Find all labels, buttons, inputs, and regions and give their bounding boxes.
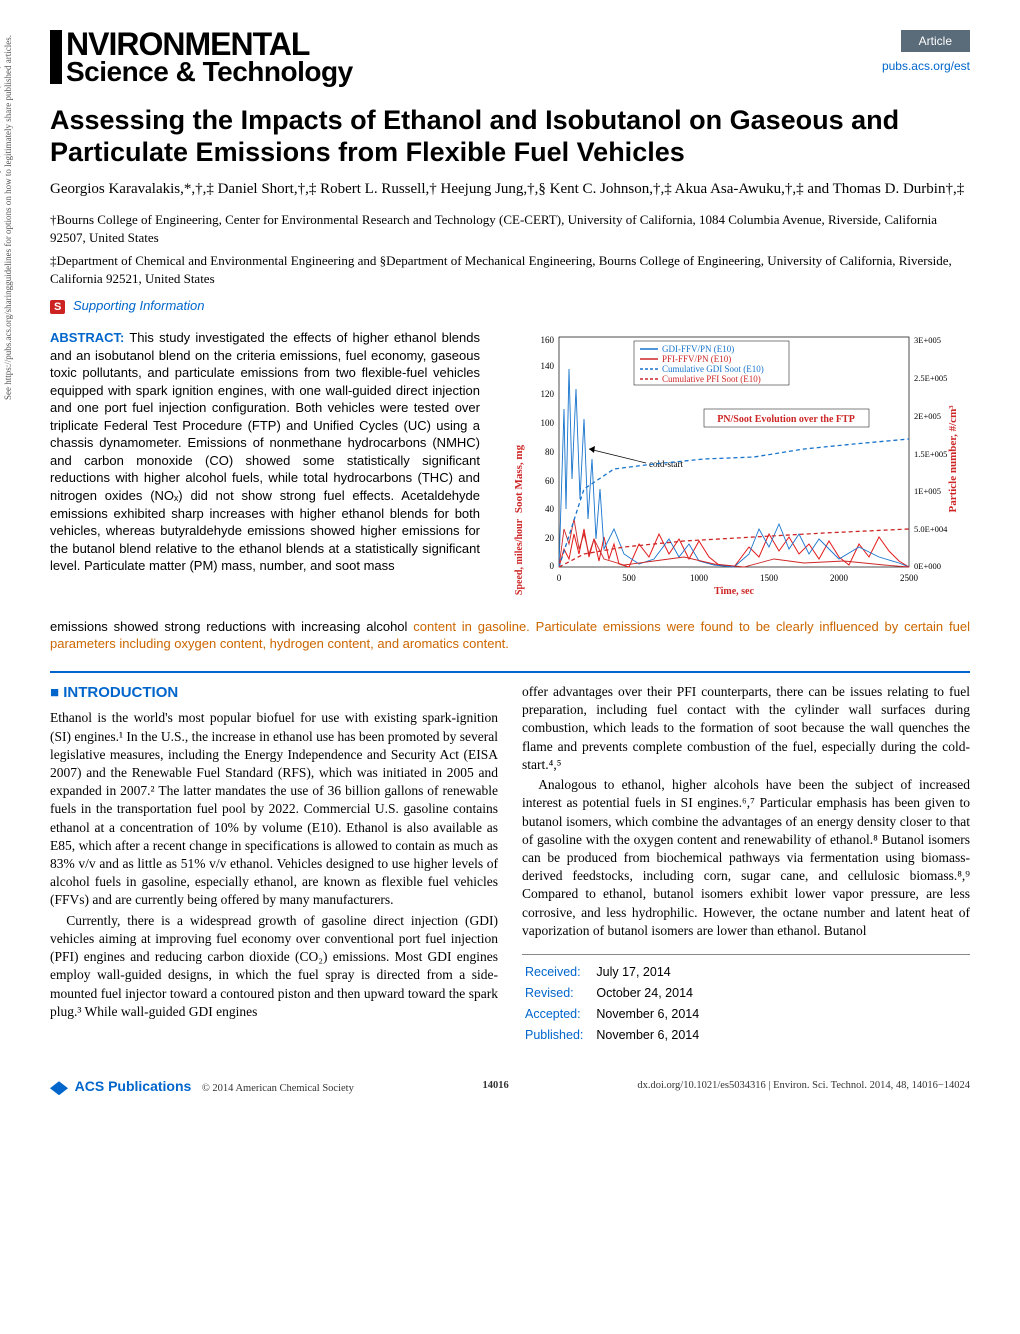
svg-text:2E+005: 2E+005 <box>914 411 941 421</box>
citation-text: dx.doi.org/10.1021/es5034316 | Environ. … <box>637 1079 970 1093</box>
intro-para-1: Ethanol is the world's most popular biof… <box>50 709 498 909</box>
abstract-continuation: emissions showed strong reductions with … <box>50 618 970 653</box>
acs-publications-label: ACS Publications <box>75 1078 192 1094</box>
abstract-body-left: This study investigated the effects of h… <box>50 330 480 573</box>
svg-text:1500: 1500 <box>760 573 779 583</box>
intro-heading: INTRODUCTION <box>50 683 498 703</box>
svg-text:500: 500 <box>622 573 636 583</box>
intro-para-3: offer advantages over their PFI counterp… <box>522 683 970 774</box>
received-value: July 17, 2014 <box>595 963 700 982</box>
published-label: Published: <box>524 1026 593 1045</box>
body-column-left: INTRODUCTION Ethanol is the world's most… <box>50 683 498 1047</box>
svg-text:GDI-FFV/PN (E10): GDI-FFV/PN (E10) <box>662 344 734 354</box>
abstract-text: ABSTRACT: This study investigated the ef… <box>50 329 480 606</box>
svg-text:1E+005: 1E+005 <box>914 486 941 496</box>
copyright-text: © 2014 American Chemical Society <box>202 1083 354 1094</box>
svg-text:cold-start: cold-start <box>649 459 683 469</box>
svg-text:PN/Soot Evolution over the FTP: PN/Soot Evolution over the FTP <box>717 414 855 425</box>
svg-text:100: 100 <box>541 418 555 428</box>
revised-value: October 24, 2014 <box>595 984 700 1003</box>
svg-text:5.0E+004: 5.0E+004 <box>914 524 948 534</box>
svg-text:1000: 1000 <box>690 573 709 583</box>
supporting-icon: S <box>50 300 65 314</box>
svg-text:PFI-FFV/PN (E10): PFI-FFV/PN (E10) <box>662 354 731 364</box>
page-footer: ACS Publications © 2014 American Chemica… <box>50 1077 970 1096</box>
svg-text:Cumulative GDI Soot (E10): Cumulative GDI Soot (E10) <box>662 364 764 374</box>
body-column-right: offer advantages over their PFI counterp… <box>522 683 970 1047</box>
published-value: November 6, 2014 <box>595 1026 700 1045</box>
revised-label: Revised: <box>524 984 593 1003</box>
accepted-value: November 6, 2014 <box>595 1005 700 1024</box>
article-history: Received:July 17, 2014 Revised:October 2… <box>522 954 970 1047</box>
svg-text:Soot Mass, mg: Soot Mass, mg <box>513 444 525 513</box>
affiliations: †Bourns College of Engineering, Center f… <box>50 211 970 287</box>
section-divider <box>50 671 970 673</box>
svg-text:20: 20 <box>545 533 555 543</box>
supporting-label: Supporting Information <box>73 298 205 313</box>
svg-text:120: 120 <box>541 389 555 399</box>
svg-text:2000: 2000 <box>830 573 849 583</box>
supporting-info-link[interactable]: S Supporting Information <box>50 297 970 315</box>
logo-line1: NVIRONMENTAL <box>50 30 353 59</box>
article-title: Assessing the Impacts of Ethanol and Iso… <box>50 104 970 169</box>
received-label: Received: <box>524 963 593 982</box>
logo-line2: Science & Technology <box>50 59 353 84</box>
svg-text:2.5E+005: 2.5E+005 <box>914 373 947 383</box>
svg-text:160: 160 <box>541 335 555 345</box>
accepted-label: Accepted: <box>524 1005 593 1024</box>
publisher-link[interactable]: pubs.acs.org/est <box>882 58 970 74</box>
authors-list: Georgios Karavalakis,*,†,‡ Daniel Short,… <box>50 179 970 199</box>
intro-para-2: Currently, there is a widespread growth … <box>50 912 498 1021</box>
svg-text:60: 60 <box>545 476 555 486</box>
abstract-label: ABSTRACT: <box>50 330 124 345</box>
page-header: NVIRONMENTAL Science & Technology Articl… <box>50 30 970 84</box>
affiliation-2: ‡Department of Chemical and Environmenta… <box>50 252 970 287</box>
svg-text:0: 0 <box>557 573 562 583</box>
svg-text:Particle number, #/cm³: Particle number, #/cm³ <box>947 405 959 513</box>
article-type-badge: Article <box>901 30 970 52</box>
abstract-chart: 0 20 40 60 80 100 120 140 160 0E+000 5.0… <box>498 329 970 606</box>
svg-text:0E+000: 0E+000 <box>914 561 941 571</box>
svg-text:3E+005: 3E+005 <box>914 335 941 345</box>
svg-text:2500: 2500 <box>900 573 919 583</box>
page-number: 14016 <box>482 1079 508 1093</box>
svg-text:Cumulative PFI Soot (E10): Cumulative PFI Soot (E10) <box>662 374 761 384</box>
svg-text:0: 0 <box>550 561 555 571</box>
abstract-cont-black: emissions showed strong reductions with … <box>50 619 413 634</box>
svg-text:140: 140 <box>541 361 555 371</box>
acs-logo-icon <box>50 1081 68 1095</box>
intro-para-4: Analogous to ethanol, higher alcohols ha… <box>522 776 970 940</box>
svg-text:Time, sec: Time, sec <box>714 586 754 597</box>
journal-logo: NVIRONMENTAL Science & Technology <box>50 30 353 84</box>
svg-text:1.5E+005: 1.5E+005 <box>914 449 947 459</box>
svg-text:40: 40 <box>545 504 555 514</box>
svg-text:Speed, miles/hour: Speed, miles/hour <box>514 518 525 595</box>
download-watermark: Downloaded via UNIV OF CALIFORNIA RIVERS… <box>0 0 14 400</box>
svg-text:80: 80 <box>545 447 555 457</box>
affiliation-1: †Bourns College of Engineering, Center f… <box>50 211 970 246</box>
